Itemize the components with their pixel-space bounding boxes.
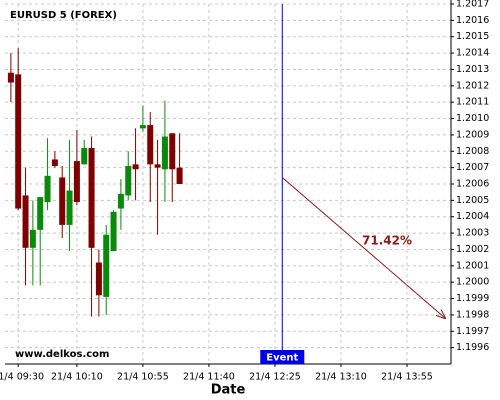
y-tick-label: 1.2006 (456, 179, 489, 190)
x-tick-label: 21/4 09:30 (0, 372, 44, 383)
candle-body (22, 195, 29, 248)
y-tick-label: 1.1997 (456, 326, 489, 337)
x-tick-label: 21/4 12:25 (249, 372, 301, 383)
y-tick-label: 1.2008 (456, 146, 489, 157)
y-tick-label: 1.2002 (456, 244, 489, 255)
y-tick-label: 1.2007 (456, 162, 489, 173)
candle-body (88, 148, 95, 248)
candle-body (7, 72, 14, 83)
prediction-label: 71.42% (362, 234, 412, 248)
candle-body (29, 229, 36, 248)
x-tick-label: 21/4 10:10 (51, 372, 103, 383)
y-tick-label: 1.2014 (456, 48, 489, 59)
candle-body (59, 177, 66, 225)
x-tick-label: 21/4 13:55 (381, 372, 433, 383)
y-tick-label: 1.2013 (456, 64, 489, 75)
candle-body (169, 133, 176, 170)
candle-body (110, 211, 117, 252)
watermark: www.delkos.com (15, 349, 109, 360)
x-tick-label: 21/4 11:40 (183, 372, 235, 383)
y-tick-label: 1.2017 (456, 0, 489, 10)
y-tick-label: 1.2003 (456, 228, 489, 239)
y-tick-label: 1.1999 (456, 293, 489, 304)
x-tick-label: 21/4 10:55 (117, 372, 169, 383)
y-tick-label: 1.2012 (456, 80, 489, 91)
candle-body (51, 159, 58, 166)
y-tick-label: 1.1996 (456, 342, 489, 353)
candle-body (125, 166, 132, 196)
candle-body (73, 161, 80, 202)
chart-title: EURUSD 5 (FOREX) (10, 10, 117, 21)
event-label-box (260, 350, 305, 364)
y-tick-label: 1.2016 (456, 15, 489, 26)
y-tick-label: 1.2001 (456, 260, 489, 271)
x-axis-label: Date (211, 383, 246, 398)
candle-body (37, 197, 44, 230)
y-tick-label: 1.2011 (456, 97, 489, 108)
candle-body (176, 167, 183, 184)
candle-body (117, 193, 124, 209)
candle-body (139, 125, 146, 129)
y-tick-label: 1.2010 (456, 113, 489, 124)
candle-body (66, 190, 73, 225)
candle-body (132, 164, 139, 170)
candle-body (154, 164, 161, 168)
event-label: Event (266, 353, 298, 364)
y-tick-label: 1.2009 (456, 129, 489, 140)
candle-body (44, 175, 51, 202)
candle-body (81, 148, 88, 165)
candle-body (103, 234, 110, 297)
y-tick-label: 1.2015 (456, 31, 489, 42)
candle-body (95, 262, 102, 296)
x-tick-label: 21/4 13:10 (315, 372, 367, 383)
candle-body (15, 74, 22, 209)
candle-body (147, 125, 154, 165)
candle-body (161, 136, 168, 170)
y-tick-label: 1.2000 (456, 277, 489, 288)
prediction-arrow (281, 177, 445, 318)
y-tick-label: 1.1998 (456, 309, 489, 320)
y-tick-label: 1.2005 (456, 195, 489, 206)
y-tick-label: 1.2004 (456, 211, 489, 222)
